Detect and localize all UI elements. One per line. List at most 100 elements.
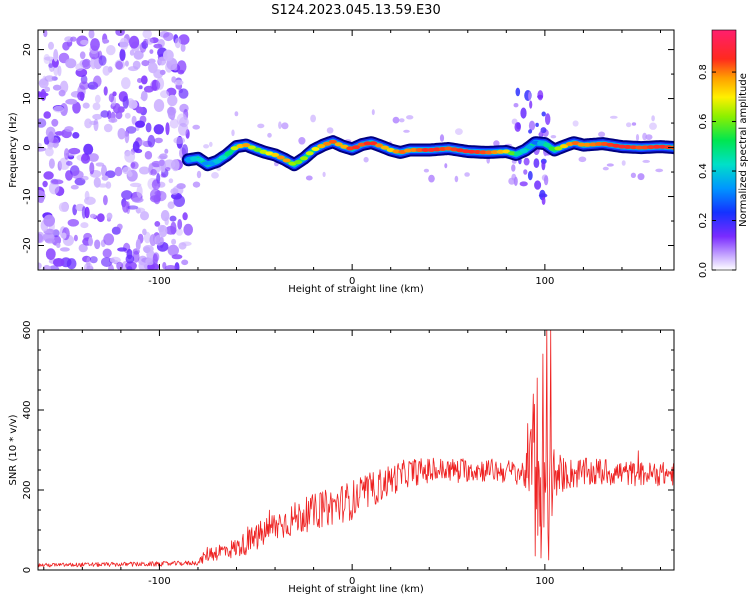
disturbance-blob: [528, 129, 533, 134]
ridge-peak: [479, 150, 488, 155]
noise-blob: [117, 128, 126, 140]
noise-blob: [95, 162, 105, 167]
noise-speck: [609, 115, 618, 119]
noise-blob: [147, 134, 156, 148]
noise-blob: [75, 63, 84, 71]
noise-blob: [64, 148, 70, 160]
noise-speck: [578, 156, 587, 163]
noise-speck: [305, 175, 313, 181]
noise-blob: [38, 233, 44, 243]
noise-blob: [165, 167, 171, 172]
noise-blob: [170, 221, 177, 235]
disturbance-blob: [527, 170, 533, 181]
ridge-peak: [253, 147, 262, 152]
x-tick-label: -100: [148, 576, 171, 587]
noise-blob: [117, 106, 125, 113]
noise-blob: [79, 51, 86, 60]
y-tick-label: 0: [22, 567, 33, 573]
noise-blob: [124, 112, 131, 119]
noise-blob: [58, 89, 66, 97]
noise-blob: [132, 60, 141, 70]
noise-blob: [38, 91, 43, 98]
noise-blob: [68, 147, 81, 155]
noise-blob: [44, 238, 56, 244]
noise-speck: [631, 122, 637, 126]
ridge-peak: [300, 156, 308, 161]
noise-blob: [133, 50, 144, 60]
ridge-peak: [652, 144, 661, 149]
noise-blob: [93, 177, 101, 188]
noise-speck: [278, 121, 282, 129]
noise-blob: [38, 262, 42, 270]
noise-blob: [181, 241, 192, 247]
noise-blob: [103, 123, 113, 133]
noise-blob: [117, 247, 128, 252]
noise-blob: [167, 201, 175, 209]
noise-blob: [173, 136, 185, 145]
spectrogram-frame: [37, 29, 675, 271]
ridge-peak: [294, 160, 303, 165]
ridge-peak: [502, 149, 511, 154]
noise-blob: [72, 132, 80, 139]
noise-speck: [196, 170, 202, 179]
noise-blob: [64, 126, 74, 132]
x-tick-label: 100: [535, 576, 554, 587]
noise-speck: [626, 122, 632, 128]
chart-title: S124.2023.045.13.59.E30: [271, 3, 440, 18]
noise-blob: [140, 75, 148, 85]
noise-blob: [77, 91, 85, 101]
noise-speck: [511, 164, 516, 172]
noise-blob: [169, 118, 179, 129]
ridge-peak: [311, 147, 320, 151]
noise-blob: [48, 41, 54, 50]
noise-blob: [115, 60, 123, 70]
ridge-peak: [195, 157, 204, 162]
noise-blob: [42, 180, 48, 188]
noise-blob: [62, 41, 70, 51]
noise-speck: [192, 181, 201, 188]
noise-speck: [439, 134, 445, 142]
ridge-peak: [577, 142, 586, 147]
noise-blob: [171, 76, 177, 83]
noise-speck: [464, 172, 470, 177]
noise-blob: [58, 157, 70, 170]
noise-blob: [176, 60, 187, 74]
noise-blob: [73, 234, 78, 242]
noise-speck: [406, 115, 414, 120]
noise-blob: [174, 37, 182, 49]
noise-blob: [148, 62, 158, 74]
ridge-peak: [525, 145, 534, 150]
noise-speck: [630, 172, 637, 178]
noise-blob: [149, 234, 157, 247]
noise-speck: [423, 168, 429, 173]
noise-blob: [142, 245, 154, 253]
noise-speck: [363, 156, 369, 163]
noise-speck: [655, 168, 664, 173]
noise-blob: [84, 118, 92, 129]
noise-speck: [203, 144, 210, 149]
noise-blob: [153, 124, 164, 135]
noise-blob: [84, 190, 90, 201]
ridge-peak: [467, 149, 476, 154]
ridge-peak: [409, 148, 418, 152]
noise-blob: [168, 178, 174, 184]
ridge-peak: [276, 155, 285, 160]
noise-blob: [145, 122, 152, 133]
noise-speck: [645, 134, 653, 141]
noise-blob: [169, 215, 177, 222]
disturbance-blob: [538, 193, 548, 198]
noise-blob: [103, 86, 108, 96]
ridge-peak: [352, 145, 360, 150]
noise-blob: [100, 110, 109, 118]
ridge-peak: [369, 141, 378, 146]
disturbance-blob: [533, 158, 540, 169]
noise-blob: [163, 32, 174, 42]
noise-speck: [209, 141, 213, 147]
noise-blob: [80, 39, 89, 46]
noise-blob: [112, 91, 117, 97]
noise-blob: [109, 256, 121, 264]
noise-blob: [147, 58, 156, 64]
noise-blob: [70, 36, 77, 42]
ridge-peak: [513, 151, 522, 156]
